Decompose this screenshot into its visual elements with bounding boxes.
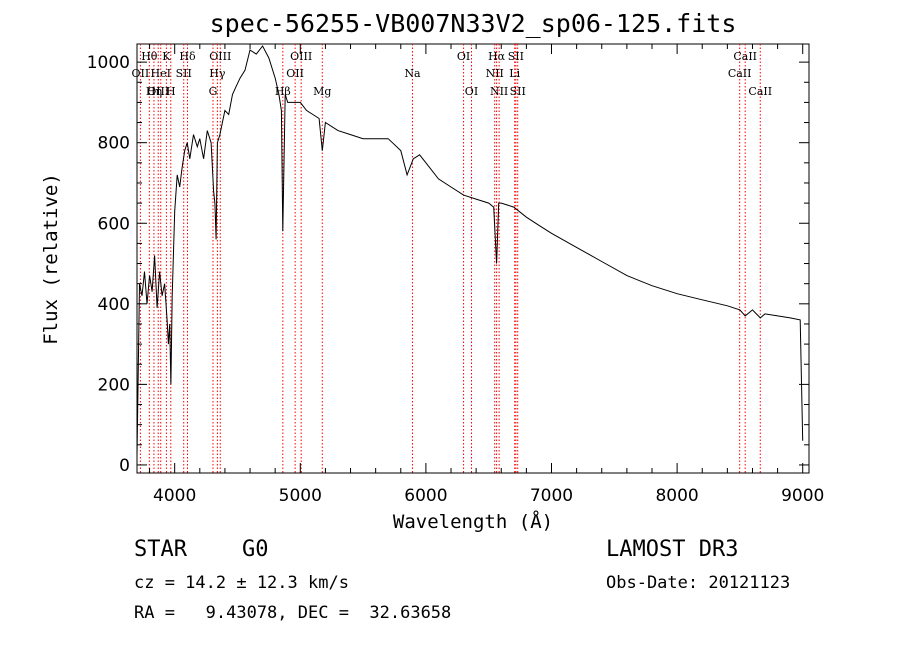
- line-label-13: OII: [286, 67, 304, 80]
- line-marker-group: [139, 44, 761, 473]
- line-label-2: OIII: [147, 85, 169, 98]
- line-label-25: CaII: [733, 50, 757, 63]
- line-label-19: Hα: [488, 50, 506, 63]
- x-axis-label: Wavelength (Å): [393, 510, 553, 533]
- observation-date: Obs-Date: 20121123: [606, 573, 791, 593]
- chart-title: spec-56255-VB007N33V2_sp06-125.fits: [210, 9, 737, 38]
- object-class: STAR: [134, 537, 187, 562]
- redshift-velocity: cz = 14.2 ± 12.3 km/s: [134, 573, 349, 593]
- line-label-5: Hη: [146, 85, 162, 98]
- line-label-21: NII: [486, 67, 504, 80]
- line-label-16: Na: [404, 67, 421, 80]
- y-tick-label-0: 0: [119, 456, 130, 476]
- survey-name: LAMOST DR3: [606, 537, 739, 562]
- line-label-1: OII: [132, 67, 150, 80]
- line-label-10: Hγ: [209, 67, 226, 80]
- y-axis-label: Flux (relative): [40, 173, 62, 345]
- line-label-18: OI: [465, 85, 478, 98]
- line-label-6: Hδ: [179, 50, 196, 63]
- line-label-27: CaII: [748, 85, 772, 98]
- axis-ticks: [137, 44, 809, 473]
- line-label-22: Li: [509, 67, 520, 80]
- line-label-23: NII: [490, 85, 508, 98]
- line-label-17: OI: [457, 50, 470, 63]
- x-tick-label-1: 5000: [279, 486, 322, 506]
- line-label-8: H: [166, 85, 176, 98]
- line-label-24: SII: [510, 85, 526, 98]
- y-tick-label-2: 400: [98, 295, 130, 315]
- object-subclass: G0: [242, 537, 269, 562]
- line-label-26: CaII: [728, 67, 752, 80]
- line-label-15: Mg: [313, 85, 331, 98]
- line-label-12: OIII: [290, 50, 312, 63]
- plot-frame: [136, 43, 810, 474]
- line-label-3: K: [162, 50, 171, 63]
- x-tick-label-5: 9000: [781, 486, 824, 506]
- x-tick-label-4: 8000: [655, 486, 698, 506]
- line-label-7: SII: [176, 67, 192, 80]
- coordinates: RA = 9.43078, DEC = 32.63658: [134, 603, 452, 623]
- y-tick-label-3: 600: [98, 214, 130, 234]
- line-label-20: SII: [508, 50, 524, 63]
- x-tick-label-0: 4000: [153, 486, 196, 506]
- x-tick-label-2: 6000: [404, 486, 447, 506]
- y-tick-label-4: 800: [98, 134, 130, 154]
- line-label-11: G: [209, 85, 218, 98]
- x-tick-label-3: 7000: [530, 486, 573, 506]
- line-label-4: HeI: [151, 67, 171, 80]
- y-tick-label-1: 200: [98, 375, 130, 395]
- y-tick-label-5: 1000: [87, 53, 130, 73]
- axis-tick-labels: 4000 5000 6000 7000 8000 9000 0 200 400 600 800 100…: [87, 53, 825, 506]
- line-label-9: OIII: [209, 50, 231, 63]
- spectrum-line: [136, 45, 804, 457]
- line-label-0: Hθ: [141, 50, 158, 63]
